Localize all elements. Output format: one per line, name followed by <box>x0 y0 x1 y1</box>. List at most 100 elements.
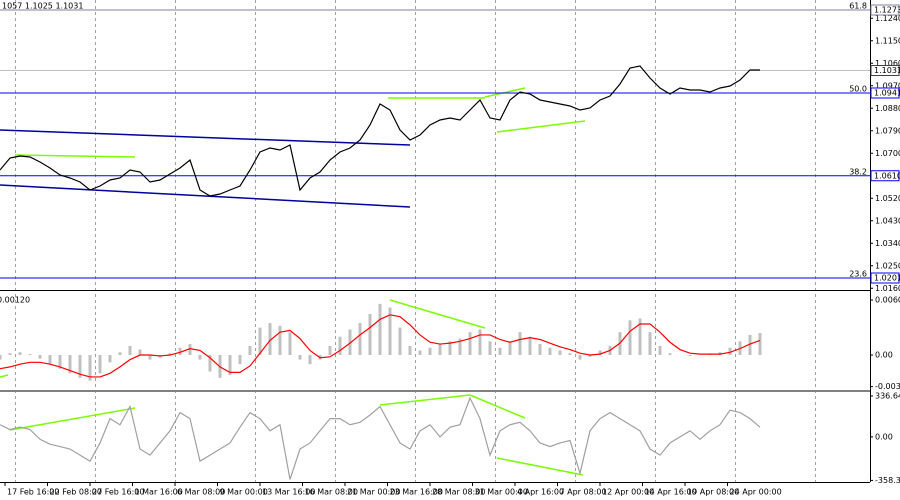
histogram-bar <box>118 352 122 356</box>
x-tick-label: 7 Apr 08:00 <box>560 488 607 497</box>
histogram-bar <box>378 303 382 356</box>
histogram-bar <box>108 355 112 363</box>
histogram-bar <box>648 332 652 356</box>
last-price-label: 1.1031 <box>874 66 900 75</box>
indicator-title: 0.00120 <box>0 296 30 305</box>
vertical-grid <box>0 392 870 482</box>
histogram-bar <box>518 332 522 356</box>
histogram-bar <box>658 345 662 356</box>
last-price-box <box>870 65 900 76</box>
histogram-bar <box>458 338 462 356</box>
histogram-bar <box>128 345 132 356</box>
histogram-bar <box>398 327 402 356</box>
histogram-bar <box>268 323 272 356</box>
histogram-bar <box>78 355 82 378</box>
histogram-bar <box>258 327 262 356</box>
level-price-box <box>870 4 900 16</box>
trend-line <box>9 407 136 431</box>
level-name: 23.6 <box>849 270 867 279</box>
histogram-bar <box>18 352 22 356</box>
y-tick-label: 0.00 <box>875 351 893 360</box>
trend-line <box>0 374 9 378</box>
histogram-bar <box>138 349 142 356</box>
histogram-bar <box>58 355 62 369</box>
level-price-box <box>870 87 900 99</box>
y-tick-label: -358.398 <box>875 476 900 485</box>
x-tick-label: 13 Mar 16:00 <box>262 488 315 497</box>
histogram-bar <box>498 347 502 356</box>
histogram-bar <box>488 341 492 356</box>
y-tick-label: -0.00346 <box>875 382 900 391</box>
histogram-bar <box>438 344 442 356</box>
level-price-label: 1.1273 <box>874 6 900 15</box>
x-tick-label: 21 Mar 00:00 <box>347 488 400 497</box>
histogram-bar <box>428 347 432 356</box>
histogram-bar <box>388 307 392 356</box>
y-tick-label: 1.0790 <box>875 126 900 135</box>
y-tick-label: 0.00602 <box>875 296 900 305</box>
trend-line <box>496 457 584 476</box>
y-tick-label: 1.0340 <box>875 239 900 248</box>
x-tick-label: 28 Mar 08:00 <box>432 488 485 497</box>
vertical-grid <box>0 292 870 390</box>
level-name: 38.2 <box>849 167 867 176</box>
histogram-bar <box>358 323 362 356</box>
histogram-bar <box>288 332 292 356</box>
histogram-bar <box>638 318 642 356</box>
series-line <box>0 396 761 480</box>
x-tick-label: 9 Mar 00:00 <box>220 488 268 497</box>
y-tick-label: 1.0880 <box>875 104 900 113</box>
histogram-bar <box>548 347 552 356</box>
level-name: 50.0 <box>849 85 867 94</box>
histogram-bar <box>538 344 542 356</box>
histogram-bar <box>588 355 592 357</box>
histogram-bar <box>148 355 152 360</box>
histogram-bar <box>558 350 562 356</box>
histogram-bar <box>728 347 732 356</box>
y-tick-label: 1.0430 <box>875 216 900 225</box>
histogram-bar <box>408 345 412 356</box>
histogram-bar <box>508 341 512 356</box>
x-tick-label: 4 Apr 16:00 <box>517 488 564 497</box>
histogram-bar <box>478 329 482 356</box>
histogram-bar <box>668 353 672 356</box>
histogram-bar <box>308 355 312 365</box>
histogram-bar <box>348 329 352 356</box>
level-name: 61.8 <box>849 2 867 11</box>
channel-line <box>0 184 411 208</box>
histogram-bar <box>208 355 212 372</box>
histogram-bar <box>568 353 572 356</box>
histogram-bar <box>628 320 632 356</box>
channel-line <box>0 129 411 146</box>
y-tick-label: 336.644 <box>875 391 900 400</box>
y-tick-label: 1.0250 <box>875 261 900 270</box>
y-tick-label: 1.0160 <box>875 284 900 293</box>
trend-line <box>469 394 526 419</box>
histogram-bar <box>688 355 692 356</box>
histogram-bar <box>38 355 42 359</box>
level-price-label: 1.0941 <box>874 89 900 98</box>
trend-line <box>14 154 136 158</box>
histogram-bar <box>598 350 602 356</box>
y-tick-label: 0.00 <box>875 432 893 441</box>
signal-line <box>0 314 761 378</box>
histogram-bar <box>68 355 72 374</box>
series-line <box>0 65 760 197</box>
x-tick-label: 27 Feb 16:00 <box>92 488 144 497</box>
level-price-label: 1.0201 <box>874 274 900 283</box>
histogram-bar <box>188 344 192 356</box>
histogram-bar <box>88 355 92 381</box>
x-tick-label: 1 Mar 16:00 <box>135 488 183 497</box>
y-tick-label: 1.1150 <box>875 36 900 45</box>
vertical-grid <box>0 0 870 290</box>
y-tick-label: 1.0970 <box>875 81 900 90</box>
histogram-bar <box>238 355 242 365</box>
histogram-bar <box>178 347 182 356</box>
histogram-bar <box>758 333 762 356</box>
histogram-bar <box>338 336 342 356</box>
histogram-bar <box>228 355 232 376</box>
y-tick-label: 1.0700 <box>875 149 900 158</box>
level-price-box <box>870 170 900 182</box>
trend-line <box>496 120 586 133</box>
